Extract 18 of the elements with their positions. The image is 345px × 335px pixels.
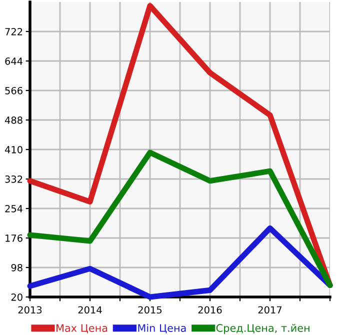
y-tick-label: 98: [11, 264, 22, 272]
y-tick-label: 20: [11, 293, 22, 301]
legend-label: Сред.Цена, т.йен: [216, 324, 310, 334]
y-tick-label: 644: [5, 57, 23, 65]
y-tick-label: 332: [5, 175, 22, 183]
y-tick-label: 254: [5, 204, 23, 212]
x-tick-label: 2017: [258, 306, 282, 314]
y-tick-label: 722: [5, 28, 22, 36]
y-tick-label: 410: [4, 146, 22, 154]
x-tick-label: 2014: [78, 306, 102, 314]
y-tick-label: 566: [5, 86, 22, 94]
legend-label: Max Цена: [56, 324, 108, 334]
x-tick-label: 2016: [198, 306, 222, 314]
x-tick-label: 2013: [18, 306, 42, 314]
y-tick-label: 176: [6, 234, 22, 242]
y-tick-label: 488: [4, 116, 22, 124]
legend-label: Min Цена: [138, 324, 186, 334]
x-tick-label: 2015: [138, 306, 162, 314]
